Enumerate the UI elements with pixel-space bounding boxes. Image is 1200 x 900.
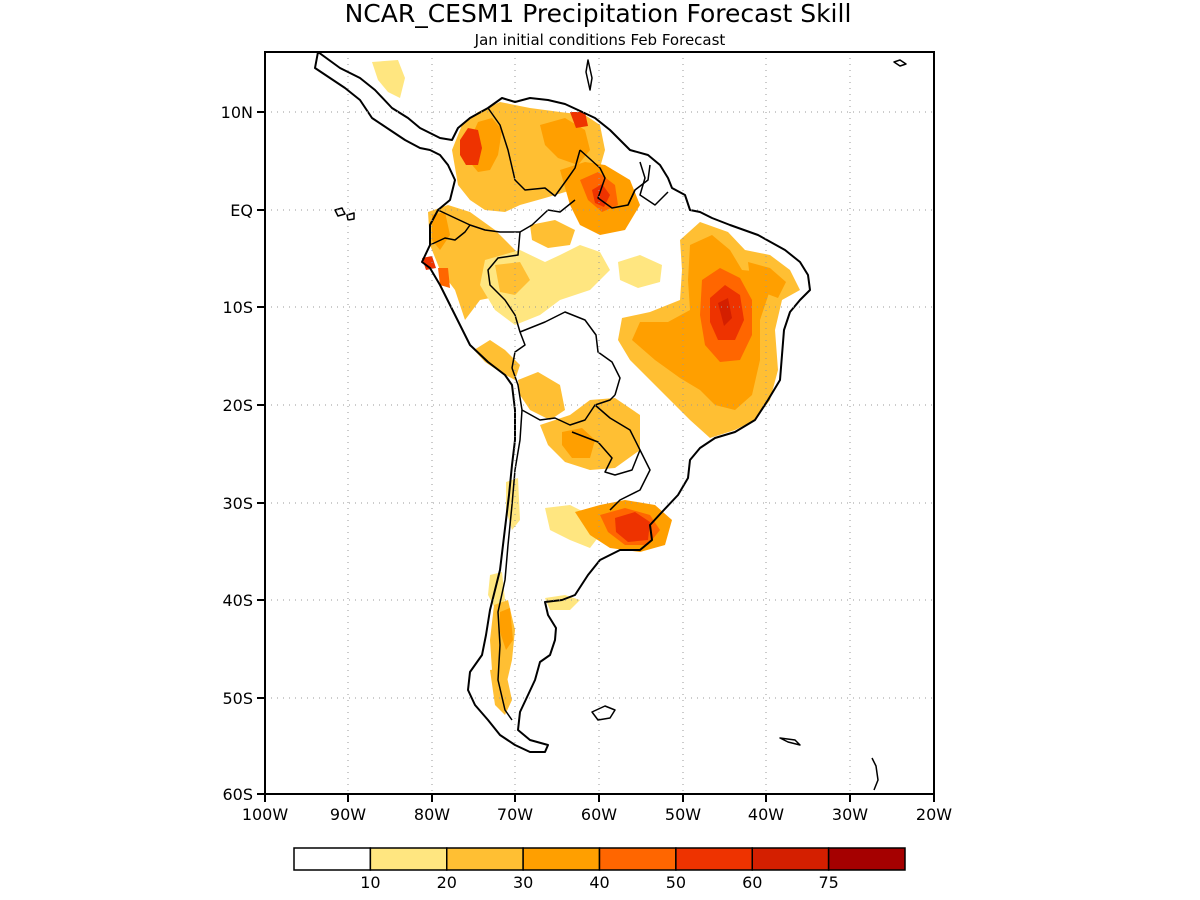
x-tick-label: 100W	[242, 805, 289, 824]
border-guyana-suriname	[627, 161, 669, 206]
skill-region-paraguay-core	[562, 428, 595, 458]
colorbar-label: 20	[437, 873, 457, 892]
skill-region-amazon-west	[530, 220, 575, 248]
colorbar-swatch	[522, 847, 601, 871]
island-falklands	[591, 705, 616, 721]
colorbar-label: 50	[666, 873, 686, 892]
skill-region-northern-colombia	[460, 128, 482, 165]
skill-region-trinidad	[570, 112, 588, 128]
border-bolivia-chile-argentina	[511, 367, 616, 426]
skill-region-bolivia	[518, 372, 565, 420]
island-south-georgia	[779, 737, 801, 746]
y-axis: 10N EQ 10S 20S 30S 40S 50S 60S	[221, 103, 265, 804]
x-tick-label: 70W	[497, 805, 533, 824]
border-ecuador-colombia-peru	[437, 209, 526, 369]
x-tick-label: 50W	[665, 805, 701, 824]
gridlines	[265, 52, 934, 794]
skill-region-venezuela-east	[540, 118, 590, 165]
x-tick-label: 30W	[832, 805, 868, 824]
skill-region-amazon-patch	[618, 255, 662, 288]
colorbar-label: 60	[742, 873, 762, 892]
skill-region-argentina-east	[545, 595, 580, 610]
island-sandwich	[871, 757, 879, 791]
colorbar-swatch	[598, 847, 677, 871]
x-tick-label: 60W	[581, 805, 617, 824]
colorbar-swatch	[827, 847, 906, 871]
colorbar-swatch	[675, 847, 753, 871]
colorbar-label: 30	[513, 873, 533, 892]
skill-region-peru-coast	[422, 256, 436, 270]
border-argentina-brazil-uruguay	[609, 449, 651, 511]
skill-region-northeast-brazil-peak	[718, 298, 732, 326]
colorbar-swatch	[293, 847, 372, 871]
colorbar-label: 10	[360, 873, 380, 892]
y-tick-label: 60S	[222, 785, 253, 804]
coastline-layer	[314, 52, 907, 791]
skill-region-uruguay-hot	[615, 512, 650, 542]
x-tick-label: 80W	[414, 805, 450, 824]
colorbar-swatch	[751, 847, 830, 871]
border-ecuador-peru	[429, 224, 471, 246]
y-tick-label: 40S	[222, 591, 253, 610]
skill-region-peru-north	[432, 212, 450, 250]
colorbar-swatch	[446, 847, 524, 871]
x-axis: 100W 90W 80W 70W 60W 50W 40W 30W 20W	[242, 794, 952, 824]
skill-region-peru-coast-2	[438, 268, 450, 288]
border-paraguay	[571, 404, 641, 476]
y-tick-label: EQ	[230, 201, 253, 220]
skill-region-patagonia-core	[500, 608, 513, 650]
map-subtitle: Jan initial conditions Feb Forecast	[474, 31, 726, 49]
island-caribbean	[585, 59, 907, 91]
colorbar-label: 40	[589, 873, 609, 892]
y-tick-label: 20S	[222, 396, 253, 415]
border-colombia-venezuela	[487, 107, 581, 197]
coastline-central-america	[314, 52, 811, 753]
skill-region-southern-peru-bolivia	[474, 340, 520, 380]
colorbar-legend: 10 20 30 40 50 60 75	[293, 847, 906, 892]
skill-shading-layer	[372, 60, 800, 715]
skill-region-paraguay-north	[588, 400, 625, 432]
y-tick-label: 30S	[222, 494, 253, 513]
x-tick-label: 90W	[330, 805, 366, 824]
border-chile-argentina	[497, 409, 523, 721]
island-galapagos	[334, 207, 355, 221]
skill-region-northeast-brazil-patch	[748, 262, 786, 298]
skill-region-guyana-hot	[592, 184, 610, 207]
colorbar-label: 75	[818, 873, 838, 892]
y-tick-label: 10N	[221, 103, 253, 122]
border-peru-bolivia-brazil	[519, 311, 621, 396]
map-title: NCAR_CESM1 Precipitation Forecast Skill	[345, 0, 852, 28]
x-tick-label: 40W	[748, 805, 784, 824]
colorbar-swatch	[369, 847, 448, 871]
skill-region-central-america	[372, 60, 405, 98]
skill-region-amazon-core	[495, 262, 530, 295]
x-tick-label: 20W	[916, 805, 952, 824]
y-tick-label: 50S	[222, 689, 253, 708]
y-tick-label: 10S	[222, 298, 253, 317]
